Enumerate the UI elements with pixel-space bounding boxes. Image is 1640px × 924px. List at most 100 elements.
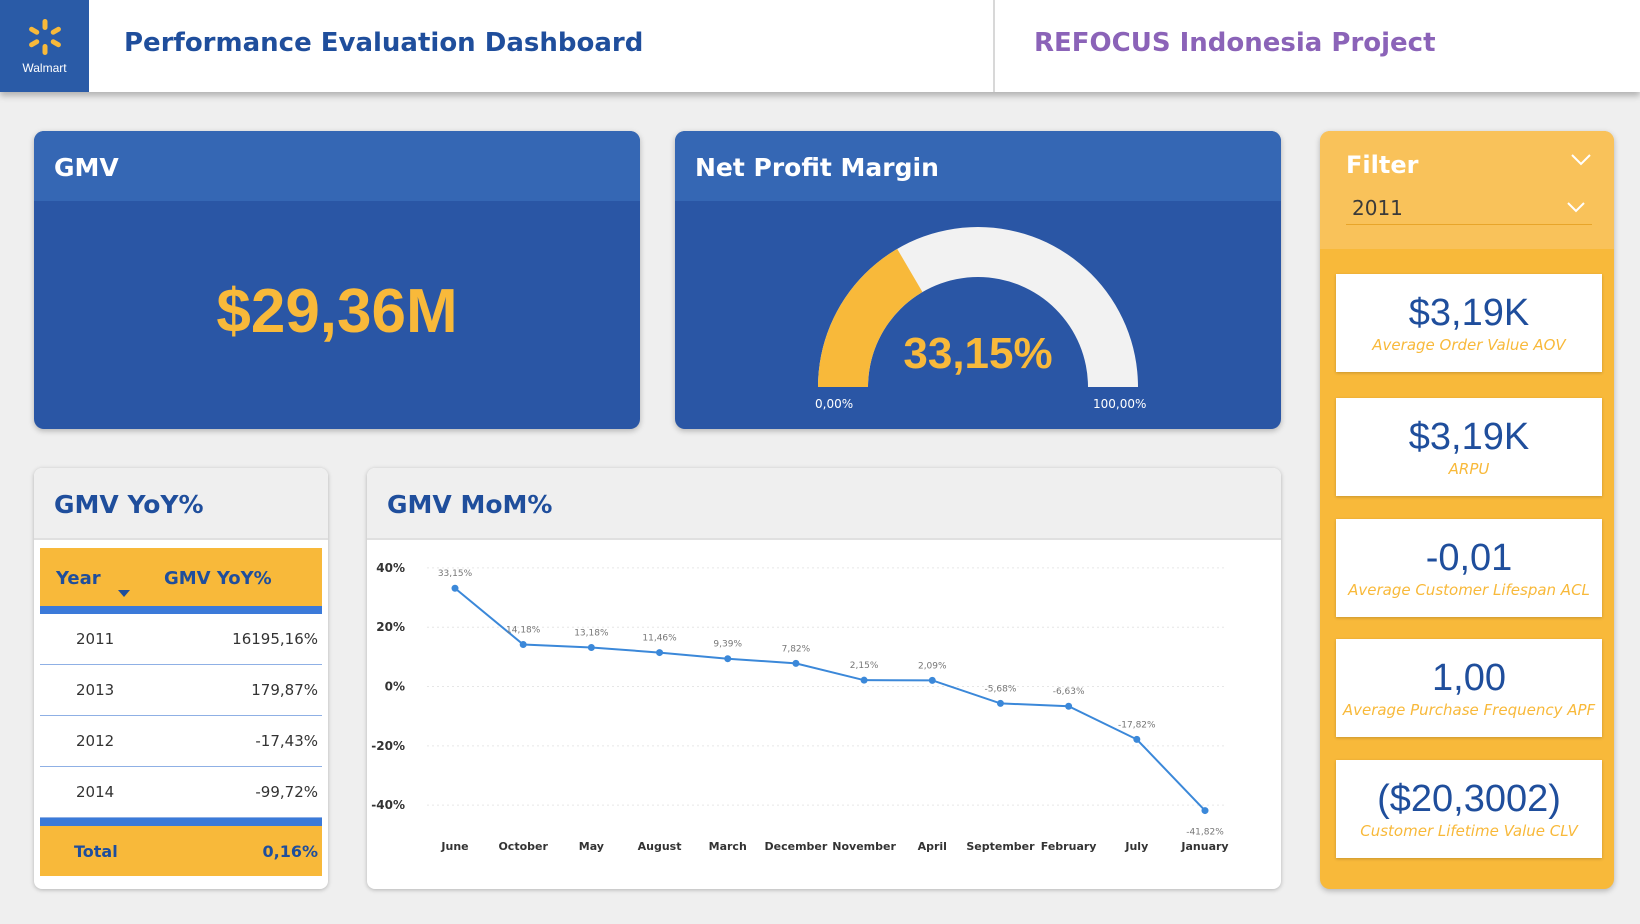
data-point xyxy=(1065,702,1073,710)
row-year: 2014 xyxy=(76,783,115,801)
gauge-fill xyxy=(818,248,923,387)
row-value: -17,43% xyxy=(255,732,318,750)
x-tick-label: August xyxy=(638,840,682,853)
data-point xyxy=(519,641,527,649)
page-title: Performance Evaluation Dashboard xyxy=(124,28,644,58)
kpi-tile-aov: $3,19K Average Order Value AOV xyxy=(1336,274,1602,372)
kpi-value: $3,19K xyxy=(1408,416,1530,458)
header-divider xyxy=(993,0,995,92)
kpi-tile-clv: ($20,3002) Customer Lifetime Value CLV xyxy=(1336,760,1602,858)
total-label: Total xyxy=(74,842,118,861)
filter-panel: Filter 2011 $3,19K Average Order Value A… xyxy=(1320,131,1614,889)
kpi-tile-arpu: $3,19K ARPU xyxy=(1336,398,1602,496)
y-tick-label: 0% xyxy=(385,680,405,694)
x-tick-label: April xyxy=(918,840,947,853)
npm-value: 33,15% xyxy=(903,329,1053,378)
data-label: 2,15% xyxy=(850,661,879,671)
filter-title: Filter xyxy=(1346,151,1419,179)
gmv-mom-card: GMV MoM% 40% 20% 0% -20% -40% 33,15% 14,18% 13,… xyxy=(367,468,1281,889)
gmv-card-title: GMV xyxy=(34,131,640,201)
yoy-card-title: GMV YoY% xyxy=(34,468,328,540)
kpi-label: Average Order Value AOV xyxy=(1372,336,1566,354)
gmv-value: $29,36M xyxy=(216,277,458,346)
mom-card-title: GMV MoM% xyxy=(367,468,1281,540)
kpi-label: Customer Lifetime Value CLV xyxy=(1360,822,1578,840)
x-tick-label: October xyxy=(498,840,548,853)
gauge-min-label: 0,00% xyxy=(815,397,854,411)
y-tick-label: -20% xyxy=(371,739,405,753)
data-point xyxy=(860,676,868,684)
data-point xyxy=(656,649,664,657)
x-tick-label: January xyxy=(1180,840,1228,853)
data-label: 9,39% xyxy=(713,640,742,650)
yoy-table-header: Year GMV YoY% xyxy=(40,548,322,614)
data-label: 2,09% xyxy=(918,661,947,671)
header-bar: Walmart Performance Evaluation Dashboard… xyxy=(0,0,1640,92)
kpi-label: Average Customer Lifespan ACL xyxy=(1348,581,1590,599)
table-row[interactable]: 2012 -17,43% xyxy=(40,716,322,767)
yoy-table: Year GMV YoY% 2011 16195,16% 2013 179,87… xyxy=(40,548,322,876)
data-label: -41,82% xyxy=(1186,828,1224,838)
logo-text: Walmart xyxy=(22,61,67,75)
npm-gauge xyxy=(818,227,1138,387)
data-label: 11,46% xyxy=(642,634,677,644)
y-tick-label: 40% xyxy=(376,561,405,575)
data-point xyxy=(1133,735,1141,743)
sort-desc-icon[interactable] xyxy=(118,590,130,598)
row-value: 179,87% xyxy=(251,681,318,699)
row-value: -99,72% xyxy=(255,783,318,801)
data-point xyxy=(928,676,936,684)
chevron-down-icon[interactable] xyxy=(1570,153,1592,167)
data-point xyxy=(1201,807,1209,815)
data-label: -17,82% xyxy=(1118,720,1156,730)
table-row[interactable]: 2014 -99,72% xyxy=(40,767,322,818)
gmv-card: GMV $29,36M xyxy=(34,131,640,429)
data-point xyxy=(587,643,595,651)
kpi-tile-apf: 1,00 Average Purchase Frequency APF xyxy=(1336,639,1602,737)
x-tick-label: March xyxy=(709,840,747,853)
spark-icon xyxy=(28,19,61,55)
data-label: 13,18% xyxy=(574,628,609,638)
x-tick-label: November xyxy=(832,840,896,853)
table-row[interactable]: 2013 179,87% xyxy=(40,665,322,716)
column-header-year[interactable]: Year xyxy=(56,568,101,589)
net-profit-margin-card: Net Profit Margin 33,15% 0,00% 100,00% xyxy=(675,131,1281,429)
chevron-down-icon xyxy=(1567,202,1585,213)
x-tick-label: December xyxy=(765,840,828,853)
kpi-value: -0,01 xyxy=(1425,537,1513,579)
row-year: 2011 xyxy=(76,630,115,648)
table-row[interactable]: 2011 16195,16% xyxy=(40,614,322,665)
table-total-row: Total 0,16% xyxy=(40,818,322,876)
npm-card-title: Net Profit Margin xyxy=(675,131,1281,201)
filter-header: Filter 2011 xyxy=(1320,131,1614,249)
data-label: -6,63% xyxy=(1053,687,1085,697)
data-point xyxy=(451,584,459,592)
column-header-yoy[interactable]: GMV YoY% xyxy=(164,568,272,589)
x-tick-label: June xyxy=(440,840,468,853)
year-filter-dropdown[interactable]: 2011 xyxy=(1346,191,1592,225)
row-year: 2012 xyxy=(76,732,115,750)
series-line xyxy=(454,587,1206,812)
x-tick-label: May xyxy=(579,840,604,853)
kpi-tile-acl: -0,01 Average Customer Lifespan ACL xyxy=(1336,519,1602,617)
data-point xyxy=(724,655,732,663)
project-title: REFOCUS Indonesia Project xyxy=(1034,28,1436,58)
data-label: 7,82% xyxy=(782,644,811,654)
kpi-label: ARPU xyxy=(1448,460,1490,478)
y-tick-label: 20% xyxy=(376,620,405,634)
mom-line-chart: 40% 20% 0% -20% -40% 33,15% 14,18% 13,18% 11,46%… xyxy=(371,561,1228,853)
walmart-logo: Walmart xyxy=(0,0,89,92)
y-tick-label: -40% xyxy=(371,798,405,812)
data-point xyxy=(996,699,1004,707)
year-filter-value: 2011 xyxy=(1352,195,1403,220)
data-label: 33,15% xyxy=(438,569,473,579)
x-tick-label: July xyxy=(1124,840,1148,853)
total-value: 0,16% xyxy=(262,842,318,861)
data-label: 14,18% xyxy=(506,626,541,636)
gauge-max-label: 100,00% xyxy=(1093,397,1147,411)
data-label: -5,68% xyxy=(985,684,1017,694)
gmv-yoy-card: GMV YoY% Year GMV YoY% 2011 16195,16% 20… xyxy=(34,468,328,889)
x-tick-label: February xyxy=(1041,840,1097,853)
row-year: 2013 xyxy=(76,681,115,699)
data-point xyxy=(792,659,800,667)
